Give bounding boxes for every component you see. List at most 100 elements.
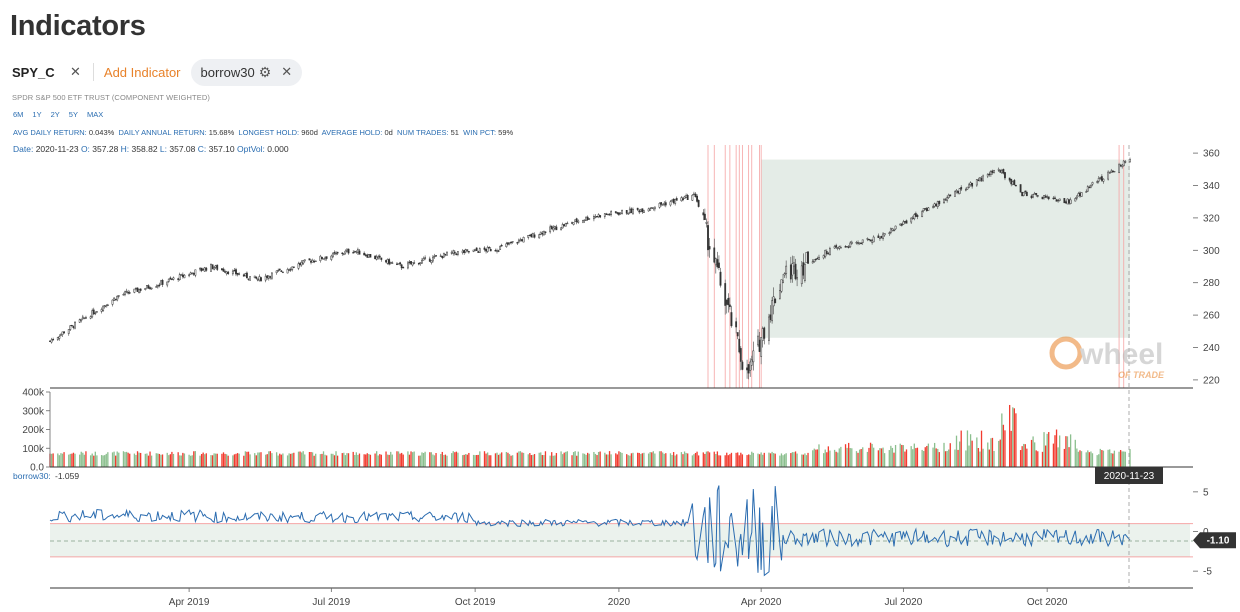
volume-bar (521, 452, 523, 467)
candle (289, 269, 292, 271)
volume-bar (291, 453, 293, 467)
volume-bar (769, 453, 772, 467)
indicator-chip[interactable]: borrow30 ⚙ ✕ (190, 58, 303, 86)
candle (927, 207, 930, 211)
candle (352, 252, 355, 254)
volume-bar (687, 453, 689, 467)
candle (160, 280, 162, 285)
candle (575, 218, 578, 223)
candle (922, 208, 925, 211)
candle (553, 225, 556, 229)
candle (618, 212, 620, 215)
volume-bar (1069, 434, 1072, 467)
avg-daily-return-label: AVG DAILY RETURN: (13, 128, 87, 137)
x-tick-label: Oct 2020 (1027, 597, 1068, 608)
win-pct-value: 59% (498, 128, 514, 137)
candle (485, 248, 487, 252)
volume-bar (988, 449, 990, 467)
volume-bar (758, 454, 761, 467)
remove-indicator-icon[interactable]: ✕ (281, 64, 293, 79)
add-indicator-button[interactable]: Add Indicator (103, 64, 181, 80)
candle (178, 274, 181, 280)
volume-bar (299, 451, 301, 467)
candle (299, 263, 301, 265)
volume-bar (1032, 436, 1034, 467)
candle (171, 278, 173, 280)
volume-bar (957, 449, 959, 467)
candle (264, 275, 267, 281)
candle (161, 280, 164, 285)
volume-bar (105, 453, 107, 467)
candle (167, 278, 170, 282)
candle (616, 212, 619, 214)
volume-bar (1030, 439, 1033, 467)
ohlc-readout: Date: 2020-11-23 O: 357.28 H: 358.82 L: … (13, 144, 289, 154)
candle (564, 223, 567, 227)
volume-bar (1123, 451, 1125, 467)
candle (136, 287, 139, 292)
volume-bar (336, 455, 339, 467)
range-max-button[interactable]: MAX (86, 110, 104, 119)
volume-bar (247, 451, 250, 467)
range-1y-button[interactable]: 1Y (32, 110, 42, 119)
volume-bar (1077, 451, 1080, 467)
candle (510, 241, 512, 244)
candle (1102, 178, 1105, 182)
volume-bar (161, 454, 164, 467)
candle (607, 213, 609, 216)
candle (399, 262, 402, 265)
volume-bar (912, 449, 914, 467)
volume-bar (224, 453, 226, 467)
volume-bar (322, 451, 325, 467)
candle (1075, 196, 1078, 199)
volume-bar (1091, 453, 1094, 467)
volume-bar (618, 451, 620, 467)
range-2y-button[interactable]: 2Y (50, 110, 60, 119)
candle (1033, 193, 1036, 195)
candle (902, 221, 905, 225)
volume-bar (1085, 452, 1087, 467)
volume-bar (461, 455, 464, 467)
volume-bar (1090, 451, 1092, 467)
volume-bar (310, 451, 312, 467)
toolbar: SPY_C ✕ Add Indicator borrow30 ⚙ ✕ (6, 58, 303, 86)
range-6m-button[interactable]: 6M (13, 110, 24, 119)
volume-bar (1002, 424, 1005, 467)
candle (280, 270, 283, 272)
candle (356, 249, 359, 253)
volume-bar (1119, 449, 1122, 467)
candle (292, 266, 295, 268)
volume-bar (290, 453, 292, 467)
candle (827, 253, 830, 255)
volume-bar (1096, 455, 1098, 467)
volume-bar (694, 452, 697, 467)
remove-symbol-icon[interactable]: ✕ (70, 64, 81, 79)
volume-bar (960, 430, 962, 467)
candle (61, 331, 64, 335)
candle (735, 321, 738, 328)
candle (453, 251, 456, 254)
symbol-label[interactable]: SPY_C (12, 64, 55, 80)
candle (664, 202, 667, 206)
volume-bar (549, 455, 551, 467)
volume-bar (1010, 430, 1012, 467)
candle (563, 224, 566, 227)
volume-bar (604, 452, 606, 467)
candle (488, 247, 491, 249)
candle (497, 250, 500, 252)
indicator-chip-label: borrow30 (200, 64, 255, 80)
range-5y-button[interactable]: 5Y (68, 110, 78, 119)
volume-bar (376, 451, 378, 467)
volume-bar (430, 452, 433, 467)
volume-bar (969, 434, 972, 467)
candle (728, 304, 731, 307)
volume-bar (735, 452, 737, 467)
candle (402, 266, 405, 269)
gear-icon[interactable]: ⚙ (258, 63, 272, 80)
candle (977, 179, 980, 181)
candle (463, 250, 466, 253)
close-label: C: (197, 144, 207, 154)
volume-bar (271, 453, 273, 467)
